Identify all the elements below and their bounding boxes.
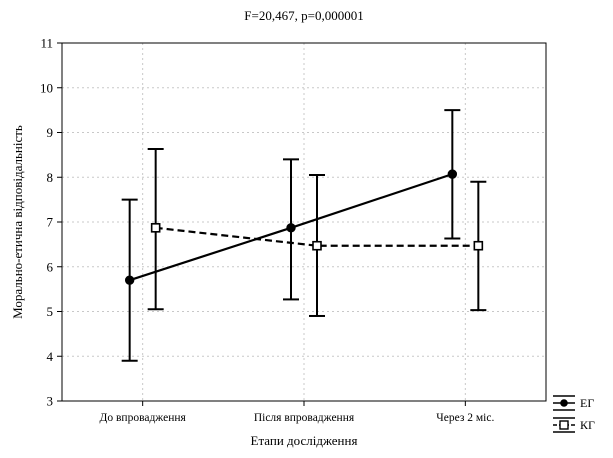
x-tick-label: Через 2 міс.	[436, 412, 494, 424]
y-tick-label: 9	[47, 125, 54, 140]
y-tick-label: 8	[47, 170, 54, 185]
y-axis-label: Морально-етична відповідальність	[10, 125, 25, 319]
data-point-eg	[124, 275, 135, 285]
grid	[62, 43, 546, 401]
y-tick-label: 10	[40, 80, 53, 95]
y-tick-label: 7	[47, 215, 54, 230]
legend-label-kg: КГ	[580, 418, 595, 432]
x-tick-label: До впровадження	[100, 412, 187, 424]
y-tick-label: 3	[47, 394, 54, 409]
data-point-eg	[286, 223, 296, 233]
legend-label-eg: ЕГ	[580, 396, 594, 410]
legend-item-eg: ЕГ	[553, 395, 594, 411]
y-tick-label: 5	[47, 304, 54, 319]
x-axis-label: Етапи дослідження	[251, 433, 358, 448]
legend-symbol-eg	[553, 395, 575, 411]
y-axis-ticks: 3 4 5 6 7 8 9 10 11	[40, 36, 62, 409]
legend-item-kg: КГ	[553, 417, 595, 433]
data-point-kg	[150, 223, 161, 233]
y-tick-label: 11	[40, 36, 53, 51]
legend-symbol-kg	[553, 417, 575, 433]
series	[121, 109, 487, 362]
data-point-eg	[447, 169, 458, 179]
y-tick-label: 6	[47, 259, 54, 274]
legend-marker-kg	[559, 420, 569, 430]
legend: ЕГ КГ	[553, 395, 595, 433]
x-axis-ticks: До впровадження Після впровадження Через 2…	[100, 401, 494, 424]
x-tick-label: Після впровадження	[254, 412, 355, 424]
chart-title: F=20,467, p=0,000001	[244, 8, 363, 23]
y-tick-label: 4	[47, 349, 54, 364]
data-point-kg	[473, 240, 484, 251]
legend-marker-eg	[560, 399, 568, 407]
data-point-kg	[312, 240, 322, 251]
series-line-kg	[155, 226, 479, 247]
